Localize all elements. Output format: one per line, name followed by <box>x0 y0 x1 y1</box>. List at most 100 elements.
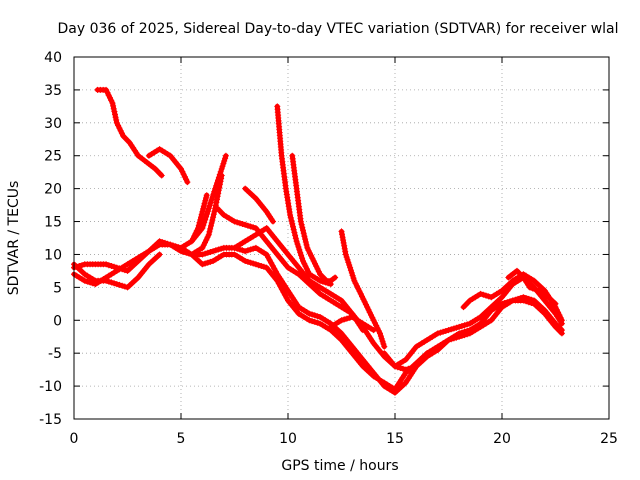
data-point <box>207 258 214 265</box>
data-point <box>204 234 211 241</box>
data-point <box>314 319 321 326</box>
data-point <box>359 293 365 300</box>
data-point <box>103 277 110 284</box>
data-point <box>105 262 112 269</box>
data-point <box>116 281 123 288</box>
data-point <box>295 243 302 250</box>
data-point <box>112 111 118 118</box>
data-point <box>378 335 385 342</box>
data-point <box>556 312 563 318</box>
data-point <box>402 366 409 373</box>
data-point <box>353 283 360 289</box>
series-arc-14 <box>338 228 388 350</box>
data-point <box>499 300 505 307</box>
data-point <box>292 235 299 242</box>
data-point <box>303 241 310 248</box>
data-point <box>247 246 254 253</box>
data-point <box>250 245 257 252</box>
data-point <box>195 225 202 232</box>
data-point <box>364 304 371 311</box>
data-point <box>306 317 313 324</box>
data-point <box>244 258 251 265</box>
x-tick-label: 20 <box>493 431 511 447</box>
y-axis-title: SDTVAR / TECUs <box>6 181 22 296</box>
data-point <box>210 191 217 198</box>
data-point <box>207 199 214 206</box>
data-point <box>342 248 349 255</box>
y-tick-label: -15 <box>39 412 62 428</box>
data-point <box>250 224 257 231</box>
data-point <box>340 239 347 246</box>
data-point <box>215 246 222 253</box>
data-point <box>349 272 356 279</box>
data-point <box>379 338 386 345</box>
data-point <box>299 224 306 231</box>
data-point <box>222 155 229 162</box>
data-point <box>368 312 374 318</box>
data-point <box>204 211 210 217</box>
data-point <box>287 212 294 218</box>
data-point <box>202 250 209 257</box>
data-point <box>103 86 110 93</box>
data-point <box>464 328 471 334</box>
data-point <box>552 300 559 307</box>
data-point <box>461 322 468 329</box>
data-point <box>464 321 471 328</box>
data-point <box>118 130 125 137</box>
data-point <box>198 214 204 221</box>
data-point <box>203 237 210 243</box>
data-point <box>306 310 313 317</box>
data-point <box>365 306 372 313</box>
data-point <box>121 283 128 290</box>
data-point <box>509 297 516 304</box>
data-point <box>196 219 203 226</box>
data-point <box>347 267 354 274</box>
data-points <box>71 86 565 396</box>
y-tick-label: 5 <box>53 280 62 296</box>
data-point <box>532 286 539 293</box>
series-arc-12 <box>274 103 334 288</box>
data-point <box>205 231 212 238</box>
data-point <box>346 262 353 268</box>
data-point <box>347 264 354 271</box>
data-point <box>220 160 227 167</box>
data-point <box>103 261 110 268</box>
data-point <box>110 102 117 109</box>
data-point <box>200 205 207 212</box>
data-point <box>222 152 229 159</box>
data-point <box>351 277 358 284</box>
data-point <box>461 328 468 335</box>
data-point <box>178 165 184 172</box>
data-point <box>332 274 339 281</box>
data-point <box>317 277 324 284</box>
data-point <box>366 309 373 316</box>
y-tick-label: 20 <box>44 182 62 198</box>
x-tick-label: 15 <box>386 431 404 447</box>
data-point <box>408 365 415 371</box>
data-point <box>217 178 224 185</box>
series-arc-10 <box>242 185 276 225</box>
data-point <box>210 248 217 255</box>
y-tick-label: 40 <box>44 50 62 66</box>
data-point <box>113 117 120 123</box>
data-point <box>310 258 317 264</box>
data-point <box>523 295 530 302</box>
data-point <box>477 290 484 297</box>
data-point <box>374 325 381 332</box>
data-point <box>377 330 383 337</box>
data-point <box>288 217 295 224</box>
data-point <box>453 324 460 331</box>
data-point <box>218 172 225 179</box>
data-point <box>305 268 312 275</box>
data-point <box>242 258 249 264</box>
data-point <box>202 239 208 246</box>
data-point <box>290 226 297 233</box>
data-point <box>244 247 251 254</box>
data-point <box>360 296 367 303</box>
data-point <box>242 248 249 255</box>
data-point <box>108 279 115 286</box>
y-tick-label: -5 <box>48 346 62 362</box>
data-point <box>456 323 463 330</box>
data-point <box>355 285 362 292</box>
data-point <box>200 203 207 210</box>
